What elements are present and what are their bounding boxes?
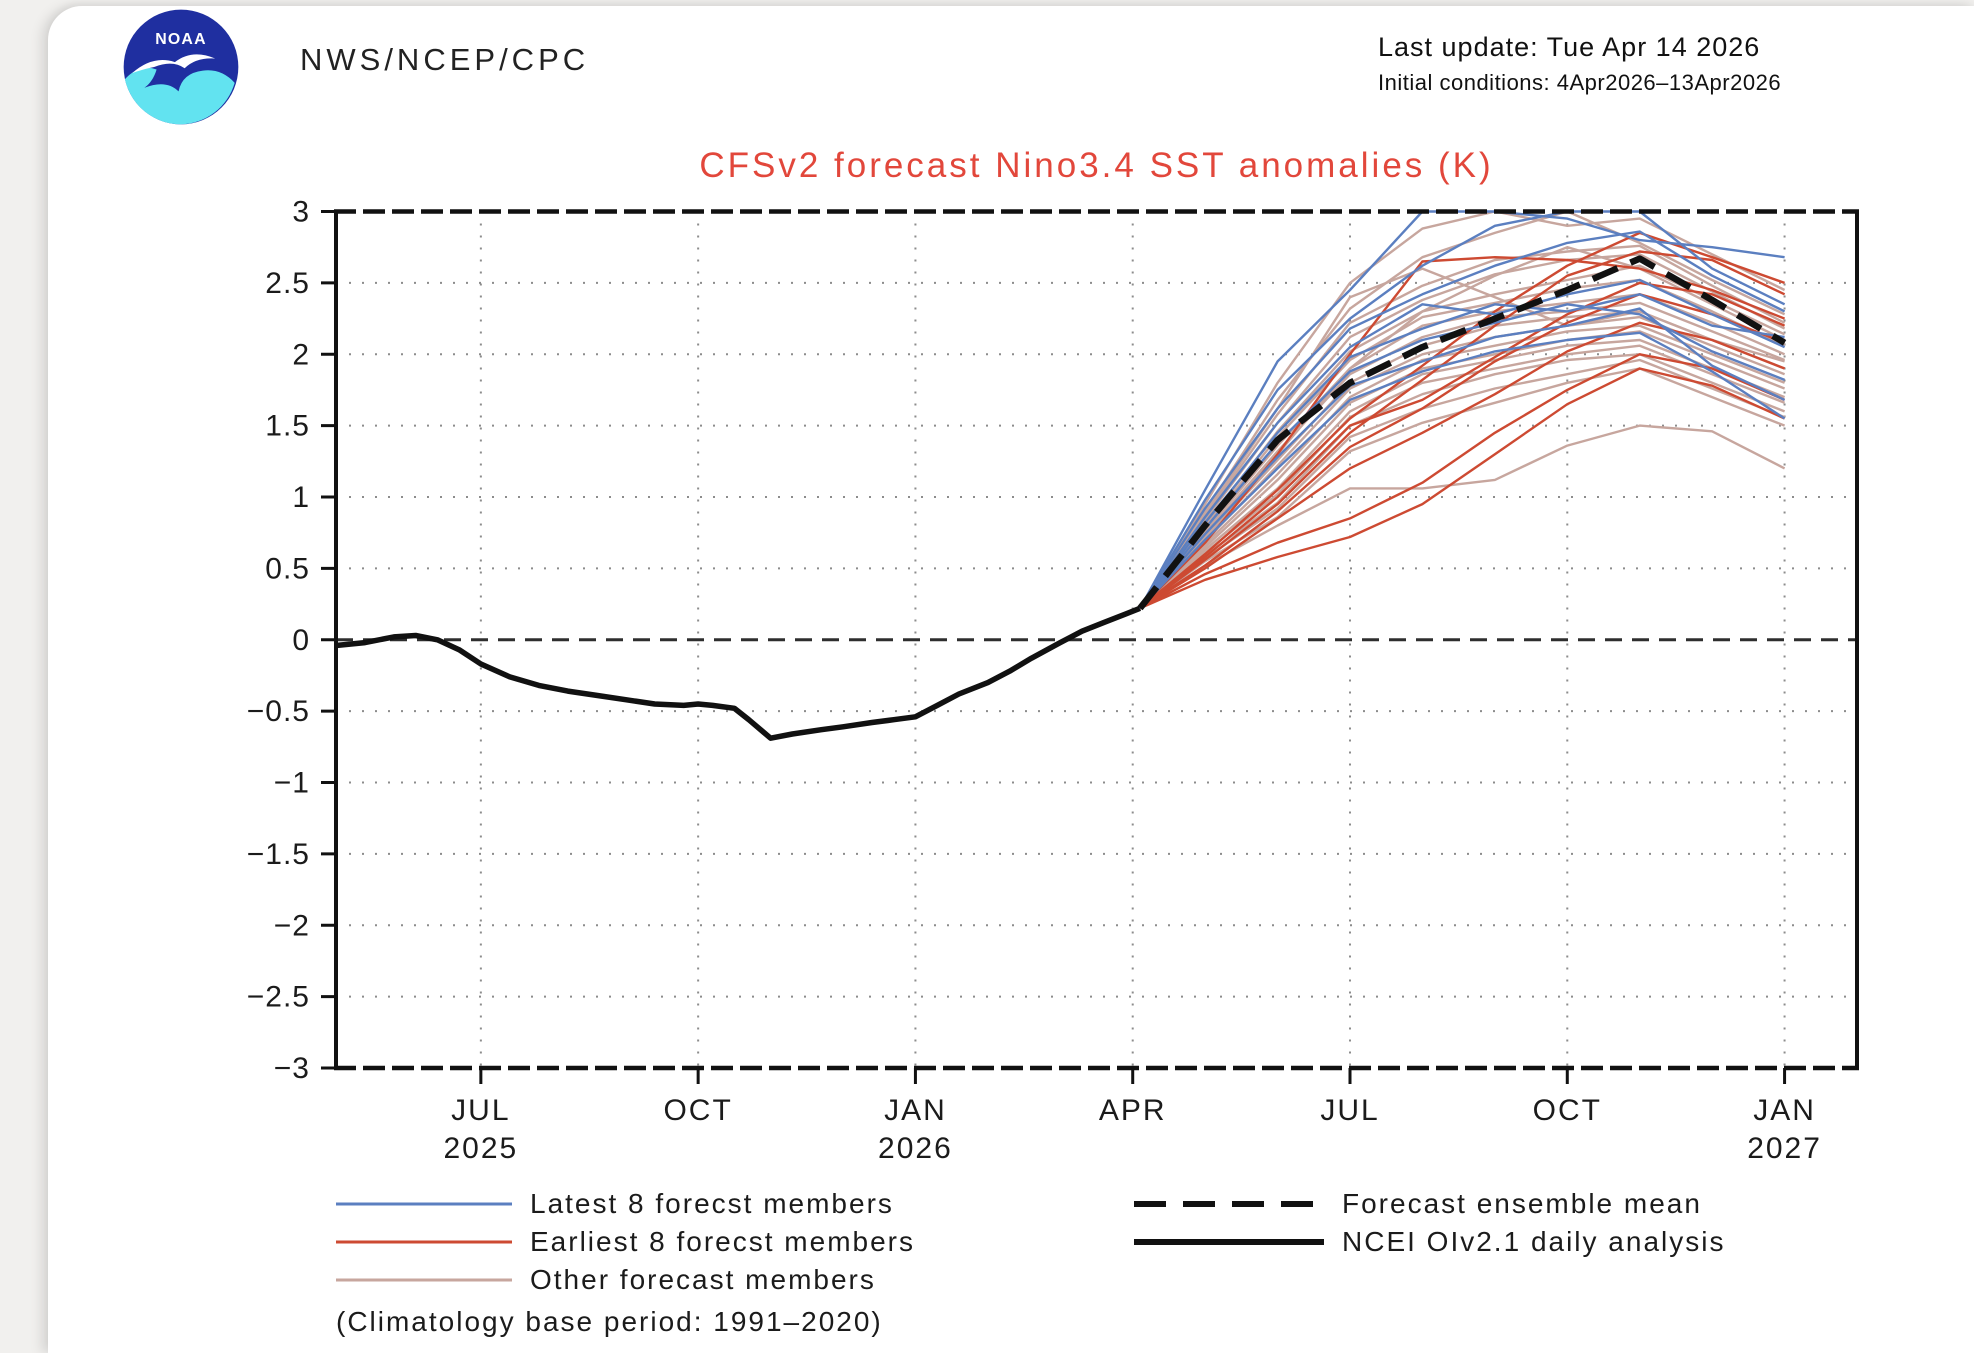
earliest-members-line-swatch [336,1240,512,1244]
observed-analysis-line [335,605,1142,741]
y-tick-label: 0 [292,624,310,657]
y-tick-label: −0.5 [247,695,310,728]
y-tick-label: −2 [274,909,310,942]
x-tick-month-label: OCT [1533,1094,1602,1127]
forecast-member-line [1139,278,1786,609]
forecast-member-line [1139,231,1786,610]
x-tick-month-label: JAN [884,1094,947,1127]
y-tick-label: 1 [292,481,310,514]
forecast-member-line [1139,244,1786,609]
x-tick-year-label: 2027 [1747,1132,1822,1165]
y-tick-label: −1.5 [247,838,310,871]
last-update-text: Last update: Tue Apr 14 2026 [1378,32,1761,62]
legend-label-latest: Latest 8 forecst members [530,1188,894,1219]
org-name: NWS/NCEP/CPC [300,42,590,77]
update-block: Last update: Tue Apr 14 2026 Initial con… [1378,32,1878,96]
noaa-logo-gull-icon [132,54,216,74]
y-tick-label: −1 [274,767,310,800]
forecast-member-line [1139,301,1786,610]
forecast-member-line [1139,331,1786,610]
legend-label-earliest: Earliest 8 forecst members [530,1226,915,1257]
y-tick-label: 1.5 [265,410,310,443]
noaa-logo: NOAA [123,9,239,125]
x-tick-month-label: JUL [1320,1094,1379,1127]
forecast-member-line [1139,250,1786,610]
ensemble-mean-line [1137,255,1787,611]
content-card [48,6,1974,1353]
initial-conditions-text: Initial conditions: 4Apr2026–13Apr2026 [1378,70,1782,95]
other-members-line-swatch [336,1278,512,1282]
legend-label-observed: NCEI OIv2.1 daily analysis [1342,1226,1726,1257]
x-tick-month-label: JAN [1753,1094,1816,1127]
x-tick-month-label: OCT [663,1094,732,1127]
forecast-member-line [1139,424,1786,610]
forecast-member-line [1138,210,1785,609]
legend-label-other: Other forecast members [530,1264,876,1295]
legend-item-earliest: Earliest 8 forecst members [336,1223,915,1261]
forecast-member-line [1139,281,1786,610]
forecast-member-line [1139,293,1786,610]
legend-label-ensemble-mean: Forecast ensemble mean [1342,1188,1702,1219]
observed-line-swatch [1134,1239,1324,1245]
forecast-member-line [1139,338,1786,610]
forecast-member-line [1138,230,1786,609]
y-tick-label: 3 [292,196,310,229]
y-tick-label: 0.5 [265,552,310,585]
legend-item-other: Other forecast members [336,1261,915,1299]
x-tick-year-label: 2026 [878,1132,953,1165]
x-tick-year-label: 2025 [443,1132,518,1165]
forecast-member-line [1138,210,1786,609]
forecast-member-line [1139,267,1785,609]
noaa-logo-text: NOAA [155,31,207,48]
x-tick-month-label: APR [1099,1094,1167,1127]
x-tick-month-label: JUL [451,1094,510,1127]
ensemble-mean-line-swatch [1134,1201,1324,1207]
forecast-member-line [1139,307,1786,610]
y-tick-label: 2.5 [265,267,310,300]
climatology-note: (Climatology base period: 1991–2020) [336,1306,883,1337]
y-tick-label: 2 [292,338,310,371]
forecast-member-line [1139,293,1786,610]
legend-item-observed: NCEI OIv2.1 daily analysis [1134,1223,1725,1261]
y-tick-label: −2.5 [247,981,310,1014]
forecast-member-line [1139,353,1786,610]
forecast-member-line [1139,321,1786,610]
chart-title: CFSv2 forecast Nino3.4 SST anomalies (K) [699,146,1494,185]
legend-lines: Forecast ensemble mean NCEI OIv2.1 daily… [1134,1185,1725,1261]
noaa-logo-wave [124,67,235,125]
legend-members: Latest 8 forecst members Earliest 8 fore… [336,1185,915,1299]
legend-item-ensemble-mean: Forecast ensemble mean [1134,1185,1725,1223]
latest-members-line-swatch [336,1202,512,1206]
legend-item-latest: Latest 8 forecst members [336,1185,915,1223]
forecast-member-line [1139,310,1786,610]
forecast-member-line [1139,367,1786,610]
y-tick-label: −3 [274,1052,310,1085]
